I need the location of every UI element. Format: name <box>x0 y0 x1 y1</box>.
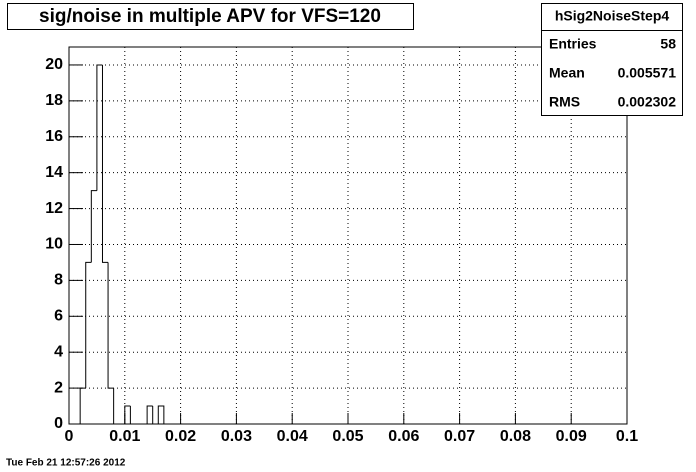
x-tick-label: 0.04 <box>277 428 308 445</box>
histogram-bin <box>157 405 165 424</box>
y-tick-label: 4 <box>54 343 63 360</box>
stats-title: hSig2NoiseStep4 <box>555 8 670 24</box>
y-tick-label: 20 <box>45 56 63 73</box>
stats-value: 0.002302 <box>618 94 677 110</box>
x-tick-label: 0 <box>65 428 74 445</box>
stats-value: 58 <box>660 36 676 52</box>
y-tick-label: 6 <box>54 308 63 325</box>
y-tick-label: 0 <box>54 415 63 432</box>
histogram-bin <box>85 261 92 389</box>
stats-label: RMS <box>549 94 580 110</box>
y-tick-label: 12 <box>45 200 63 217</box>
histogram-bin <box>90 190 97 263</box>
histogram-bin <box>96 64 103 191</box>
title-box <box>7 3 414 30</box>
y-tick-label: 8 <box>54 272 63 289</box>
histogram-bin <box>107 262 114 389</box>
x-tick-label: 0.07 <box>444 428 475 445</box>
stats-box: hSig2NoiseStep4 Entries 58 Mean 0.005571 RMS… <box>541 3 683 116</box>
stats-value: 0.005571 <box>618 65 677 81</box>
x-tick-label: 0.02 <box>165 428 196 445</box>
histogram-bin <box>79 387 86 424</box>
stats-label: Mean <box>549 65 585 81</box>
histogram-bin <box>146 405 153 424</box>
x-tick-label: 0.01 <box>109 428 140 445</box>
x-tick-label: 0.1 <box>616 428 638 445</box>
x-tick-label: 0.05 <box>332 428 363 445</box>
timestamp: Tue Feb 21 12:57:26 2012 <box>6 458 126 469</box>
x-tick-label: 0.09 <box>556 428 587 445</box>
y-tick-label: 16 <box>45 128 63 145</box>
histogram-bin <box>124 405 131 424</box>
plot-frame <box>68 46 628 425</box>
x-tick-label: 0.08 <box>500 428 531 445</box>
y-tick-label: 10 <box>45 236 63 253</box>
stats-frame <box>541 3 683 116</box>
y-tick-label: 2 <box>54 379 63 396</box>
x-tick-label: 0.06 <box>388 428 419 445</box>
histogram-bin <box>101 64 109 263</box>
x-tick-label: 0.03 <box>221 428 252 445</box>
y-tick-label: 18 <box>45 92 63 109</box>
chart-title: sig/noise in multiple APV for VFS=120 <box>39 6 381 27</box>
stats-label: Entries <box>549 36 597 52</box>
y-tick-label: 14 <box>45 164 63 181</box>
